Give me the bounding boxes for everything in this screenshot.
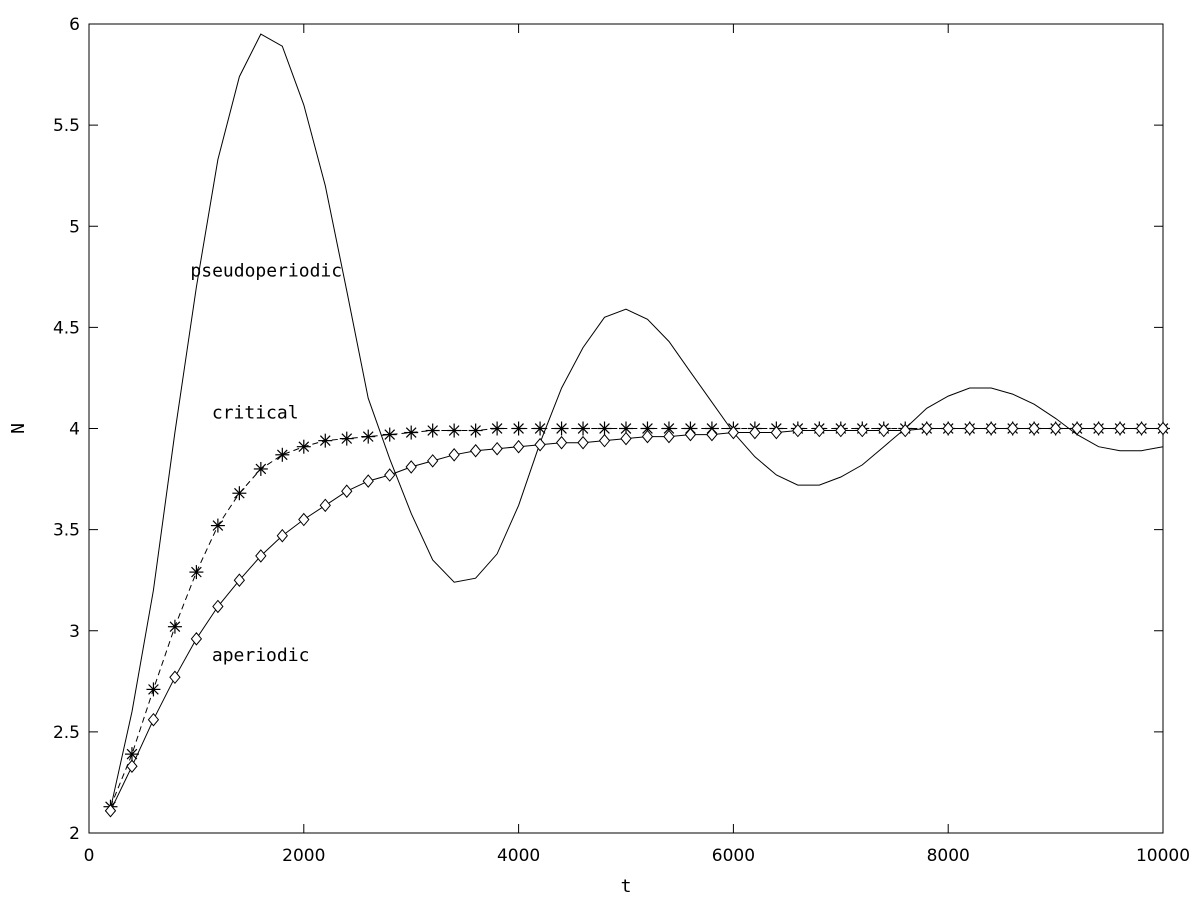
series-1-point — [275, 447, 290, 462]
series-2-point — [856, 423, 868, 438]
series-2-point — [341, 484, 353, 498]
series-2-point — [384, 468, 396, 482]
series-1-point — [167, 619, 182, 634]
series-2-point — [942, 421, 954, 436]
series-1-point — [597, 421, 612, 436]
series-2-point — [147, 712, 160, 727]
series-2-point — [169, 670, 181, 685]
series-2-point — [1092, 421, 1105, 436]
series-2-point — [276, 528, 288, 543]
x-tick-label: 10000 — [1136, 846, 1190, 866]
series-2-point — [126, 759, 138, 774]
series-2-point — [362, 474, 374, 488]
series-2-point — [1157, 421, 1169, 436]
x-tick-label: 8000 — [927, 846, 970, 866]
annotation-label: critical — [212, 402, 299, 423]
x-tick-label: 4000 — [497, 846, 540, 866]
series-1-point — [490, 421, 505, 436]
series-1-point — [146, 682, 161, 697]
series-1-point — [210, 518, 225, 533]
series-2-line — [110, 428, 1163, 812]
series-1-point — [124, 747, 139, 762]
y-tick-label: 6 — [69, 15, 80, 35]
series-0-line — [110, 33, 1164, 809]
series-2-point — [212, 599, 224, 614]
series-2-point — [298, 512, 310, 527]
x-axis-title: t — [621, 876, 632, 897]
y-tick-label: 2.5 — [53, 723, 80, 743]
series-1-point — [189, 565, 204, 580]
series-2-point — [1006, 421, 1019, 436]
series-2-point — [749, 425, 761, 440]
series-2-point — [319, 498, 331, 513]
series-1-point — [296, 439, 311, 454]
series-1-point — [232, 486, 247, 501]
annotation-label: aperiodic — [212, 645, 310, 666]
series-1-point — [339, 431, 354, 446]
series-2-point — [534, 437, 546, 452]
series-2-point — [598, 433, 611, 448]
series-1-point — [318, 433, 333, 448]
series-2-point — [448, 448, 460, 462]
series-1-point — [576, 421, 591, 436]
series-1-line — [110, 428, 1163, 807]
series-2-point — [964, 421, 976, 436]
series-2-point — [405, 460, 417, 474]
series-2-point — [555, 435, 568, 450]
y-tick-label: 4 — [69, 420, 80, 440]
series-1-point — [425, 423, 440, 438]
y-axis-title: N — [8, 423, 29, 434]
series-2-point — [190, 632, 203, 646]
series-1-point — [468, 423, 483, 438]
series-2-point — [706, 427, 718, 442]
series-2-point — [1071, 421, 1083, 436]
series-2-point — [641, 429, 654, 444]
series-2-point — [663, 429, 675, 444]
series-2-point — [770, 425, 783, 440]
series-1-point — [554, 421, 569, 436]
series-2-point — [684, 427, 697, 442]
series-2-point — [878, 423, 890, 438]
series-2-point — [1114, 421, 1126, 436]
y-tick-label: 5 — [69, 217, 80, 237]
series-2-point — [104, 803, 117, 818]
series-2-point — [899, 423, 911, 438]
series-2-point — [491, 441, 503, 456]
series-1-point — [253, 461, 268, 476]
series-2-point — [233, 573, 246, 587]
y-tick-label: 5.5 — [53, 116, 80, 136]
x-tick-label: 6000 — [712, 846, 755, 866]
series-2-point — [921, 421, 933, 436]
y-tick-label: 2 — [69, 824, 80, 844]
series-1-point — [361, 429, 376, 444]
series-2-point — [1049, 421, 1062, 436]
series-2-point — [469, 443, 482, 458]
series-2-point — [813, 423, 825, 438]
series-2-point — [577, 435, 589, 450]
series-2-point — [727, 425, 740, 440]
series-1-point — [511, 421, 526, 436]
series-2-point — [792, 423, 804, 438]
y-tick-label: 3.5 — [53, 521, 80, 541]
y-tick-label: 4.5 — [53, 318, 80, 338]
series-2-point — [512, 439, 525, 454]
series-2-point — [1135, 421, 1148, 436]
x-tick-label: 2000 — [282, 846, 325, 866]
series-1-point — [447, 423, 462, 438]
series-2-point — [835, 423, 847, 438]
annotation-label: pseudoperiodic — [190, 261, 342, 282]
series-2-point — [620, 431, 632, 446]
y-tick-label: 3 — [69, 622, 80, 642]
series-2-point — [1028, 421, 1040, 436]
series-2-point — [427, 454, 439, 468]
series-1-point — [382, 427, 397, 442]
x-tick-label: 0 — [84, 846, 95, 866]
series-1-point — [533, 421, 548, 436]
series-2-point — [255, 549, 267, 563]
series-1-point — [404, 425, 419, 440]
series-2-point — [985, 421, 997, 436]
